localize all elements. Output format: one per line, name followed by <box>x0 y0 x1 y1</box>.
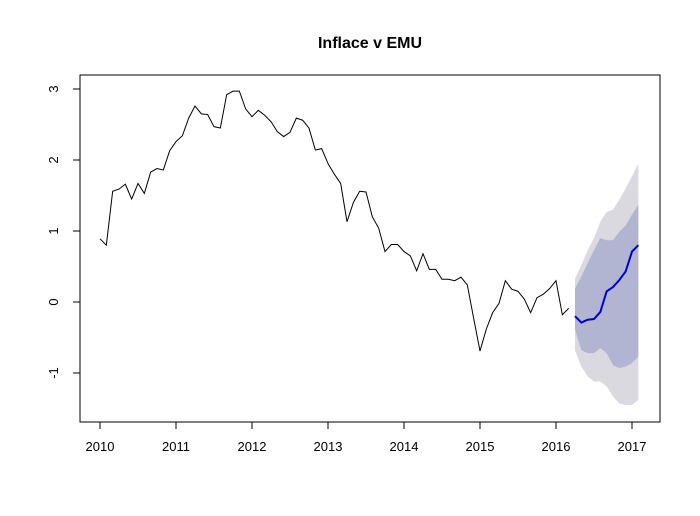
y-tick-label: 3 <box>46 85 61 92</box>
y-tick-label: 1 <box>46 227 61 234</box>
chart-title: Inflace v EMU <box>318 35 422 52</box>
x-tick-label: 2013 <box>314 439 343 454</box>
x-tick-label: 2016 <box>542 439 571 454</box>
y-tick-label: 2 <box>46 156 61 163</box>
x-axis: 2010 2011 2012 2013 2014 2015 2016 2017 <box>86 421 647 454</box>
x-tick-label: 2017 <box>618 439 647 454</box>
observed-line <box>99 90 570 352</box>
band-80 <box>575 204 639 369</box>
forecast-mean-line <box>574 244 640 324</box>
y-tick-label: 0 <box>46 298 61 305</box>
x-tick-label: 2011 <box>162 439 190 454</box>
y-axis: -1 0 1 2 3 <box>46 85 81 379</box>
x-tick-label: 2010 <box>86 439 115 454</box>
plot-frame <box>79 74 661 423</box>
x-tick-label: 2014 <box>390 439 419 454</box>
x-tick-label: 2012 <box>238 439 267 454</box>
prediction-bands <box>575 163 639 405</box>
x-tick-label: 2015 <box>466 439 495 454</box>
series-lines <box>99 90 640 352</box>
y-tick-label: -1 <box>46 367 61 379</box>
